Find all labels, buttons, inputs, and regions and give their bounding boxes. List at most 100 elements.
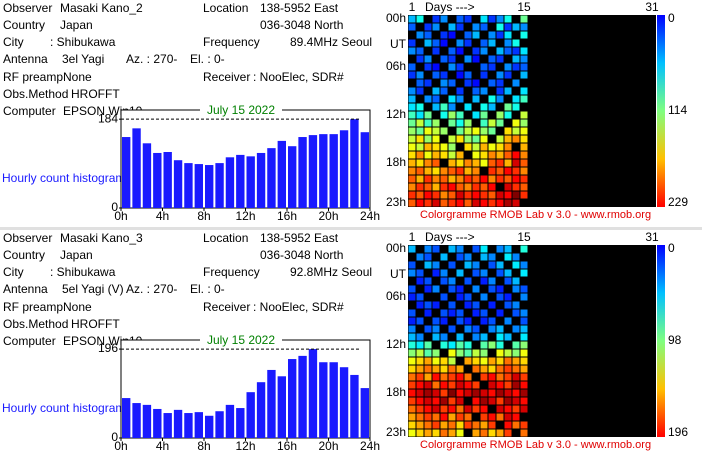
- cell: [464, 421, 472, 429]
- cell: [512, 39, 520, 47]
- cell: [456, 39, 464, 47]
- cell: [512, 47, 520, 55]
- cell: [448, 413, 456, 421]
- cell: [472, 111, 480, 119]
- cell: [408, 357, 416, 365]
- cell: [440, 39, 448, 47]
- cell: [464, 127, 472, 135]
- cell: [480, 23, 488, 31]
- cell: [448, 119, 456, 127]
- cell: [416, 103, 424, 111]
- bar: [215, 411, 224, 438]
- cell: [496, 199, 504, 207]
- x-tick-label: 24h: [360, 209, 380, 223]
- bar: [142, 143, 152, 208]
- cell: [440, 79, 448, 87]
- cell: [440, 341, 448, 349]
- cell: [480, 429, 488, 437]
- cell: [416, 293, 424, 301]
- bar: [173, 160, 183, 208]
- cell: [472, 429, 480, 437]
- cell: [432, 103, 440, 111]
- cell: [424, 23, 432, 31]
- cell: [504, 397, 512, 405]
- cell: [440, 183, 448, 191]
- cell: [512, 301, 520, 309]
- bar: [225, 157, 235, 208]
- cell: [512, 199, 520, 207]
- cell: [456, 87, 464, 95]
- cell: [520, 421, 528, 429]
- x-tick-label: 20h: [318, 209, 338, 223]
- cell: [488, 277, 496, 285]
- cell: [448, 191, 456, 199]
- cell: [408, 151, 416, 159]
- cell: [496, 245, 504, 253]
- cell: [456, 15, 464, 23]
- cell: [456, 167, 464, 175]
- cell: [416, 159, 424, 167]
- cell: [520, 381, 528, 389]
- info-label: Observer: [3, 1, 52, 15]
- cell: [464, 71, 472, 79]
- cell: [472, 357, 480, 365]
- cell: [432, 397, 440, 405]
- cell: [424, 151, 432, 159]
- cell: [408, 293, 416, 301]
- cell: [480, 277, 488, 285]
- cell: [496, 15, 504, 23]
- cell: [472, 349, 480, 357]
- cell: [520, 167, 528, 175]
- cell: [448, 341, 456, 349]
- cell: [448, 183, 456, 191]
- cell: [520, 71, 528, 79]
- cell: [480, 365, 488, 373]
- cell: [520, 357, 528, 365]
- cell: [408, 381, 416, 389]
- cell: [496, 285, 504, 293]
- cell: [424, 421, 432, 429]
- cell: [456, 317, 464, 325]
- cell: [480, 47, 488, 55]
- cell: [520, 127, 528, 135]
- cell: [496, 325, 504, 333]
- cell: [416, 405, 424, 413]
- cell: [456, 71, 464, 79]
- cell: [416, 333, 424, 341]
- histogram-title: July 15 2022: [207, 333, 275, 347]
- cell: [512, 309, 520, 317]
- cell: [480, 293, 488, 301]
- cell: [448, 23, 456, 31]
- cell: [472, 333, 480, 341]
- color-scale: [657, 15, 665, 207]
- cell: [504, 63, 512, 71]
- cell: [424, 405, 432, 413]
- cell: [488, 15, 496, 23]
- cell: [440, 389, 448, 397]
- cell: [504, 87, 512, 95]
- cell: [440, 397, 448, 405]
- info-value: None: [63, 70, 92, 84]
- cell: [512, 23, 520, 31]
- hour-label: 23h: [386, 195, 406, 209]
- cell: [424, 381, 432, 389]
- cell: [408, 373, 416, 381]
- cell: [472, 405, 480, 413]
- x-tick-label: 0h: [114, 439, 127, 453]
- cell: [416, 373, 424, 381]
- cell: [488, 261, 496, 269]
- ut-label: UT: [390, 37, 407, 51]
- cell: [456, 421, 464, 429]
- cell: [480, 71, 488, 79]
- info-label: Antenna: [3, 52, 48, 66]
- cell: [496, 79, 504, 87]
- x-tick-label: 8h: [197, 439, 210, 453]
- cell: [480, 151, 488, 159]
- cell: [472, 285, 480, 293]
- cell: [472, 301, 480, 309]
- info-value: Masaki Kano_3: [60, 231, 143, 245]
- cell: [408, 429, 416, 437]
- cell: [520, 389, 528, 397]
- cell: [464, 301, 472, 309]
- cell: [480, 191, 488, 199]
